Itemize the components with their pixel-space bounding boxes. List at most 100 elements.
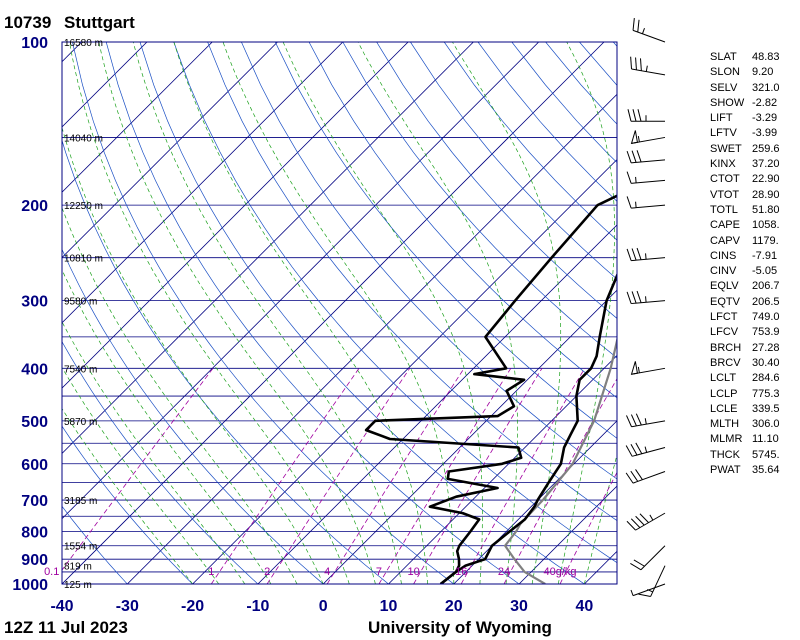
barb-half-flag — [630, 589, 634, 596]
moist-adiabat — [62, 126, 324, 584]
index-value: 48.83 — [752, 51, 780, 63]
mixing-ratio-line — [210, 368, 360, 584]
index-value: 11.10 — [752, 433, 779, 446]
isotherm-line — [388, 354, 617, 584]
index-key: LCLE — [710, 402, 738, 415]
dry-adiabat — [274, 42, 617, 439]
barb-flag — [626, 171, 632, 184]
barb-half-flag — [645, 65, 648, 72]
barb-staff — [632, 447, 666, 457]
mixing-ratio-label: 10 — [408, 566, 420, 578]
barb-flag — [639, 58, 642, 71]
wind-barb — [630, 56, 666, 76]
barb-flag — [636, 290, 642, 303]
dry-adiabat — [410, 42, 617, 280]
dry-adiabat — [62, 505, 128, 584]
index-value: 259.6 — [752, 142, 780, 155]
barb-flag — [626, 248, 632, 261]
barb-flag — [635, 413, 642, 426]
index-key: LIFT — [710, 112, 733, 125]
barb-flag — [638, 593, 651, 597]
pressure-tick-label: 400 — [21, 361, 48, 378]
index-key: EQLV — [710, 280, 739, 293]
barb-pennant — [630, 130, 639, 144]
barb-flag — [636, 150, 642, 163]
index-value: 753.9 — [752, 326, 780, 339]
barb-flag — [625, 445, 633, 457]
barb-flag — [630, 470, 639, 482]
barb-staff — [632, 471, 666, 484]
barb-staff — [631, 300, 666, 305]
mixing-ratio-line — [460, 368, 586, 584]
index-value: 9.20 — [752, 66, 774, 79]
barb-half-flag — [637, 135, 640, 143]
index-key: CINV — [710, 265, 737, 278]
wind-barb — [627, 109, 665, 122]
index-key: KINX — [710, 158, 736, 171]
barb-flag — [631, 150, 637, 163]
source-label: University of Wyoming — [368, 618, 552, 637]
wind-barb — [632, 18, 666, 43]
index-row: SLAT 48.83 — [710, 50, 800, 65]
index-key: CAPE — [710, 219, 740, 232]
index-key: BRCV — [710, 356, 741, 369]
index-value: 37.20 — [752, 158, 780, 171]
moist-adiabat — [173, 42, 428, 584]
barb-staff — [631, 257, 666, 262]
isotherm-line — [62, 42, 278, 259]
index-value: 28.90 — [752, 188, 780, 201]
height-label: 12250 m — [64, 201, 103, 212]
index-value: 1058. — [752, 219, 780, 232]
height-label: 5870 m — [64, 417, 97, 428]
index-row: MLTH 306.0 — [710, 417, 800, 432]
barb-staff — [631, 159, 666, 164]
barb-flag — [635, 442, 643, 454]
index-key: SLAT — [710, 51, 737, 63]
index-row: SHOW -2.82 — [710, 96, 800, 111]
index-value: -5.05 — [752, 265, 778, 278]
isotherm-line — [257, 224, 617, 584]
dry-adiabat — [376, 42, 617, 319]
index-value: 284.6 — [752, 372, 780, 385]
index-row: TOTL 51.80 — [710, 203, 800, 218]
index-key: LCLP — [710, 387, 738, 400]
wind-barb — [626, 413, 666, 428]
moist-adiabat — [62, 321, 246, 584]
mixing-ratio-label: 2 — [264, 566, 270, 578]
index-key: TOTL — [710, 203, 738, 216]
pressure-tick-label: 1000 — [12, 577, 48, 594]
index-value: 321.0 — [752, 81, 780, 94]
barb-half-flag — [644, 446, 648, 453]
index-row: KINX 37.20 — [710, 157, 800, 172]
wind-barb — [626, 512, 666, 531]
index-value: 1179. — [752, 234, 779, 247]
moist-adiabat — [62, 269, 272, 584]
index-row: LCLP 775.3 — [710, 387, 800, 402]
barb-staff — [635, 512, 666, 531]
moist-adiabat — [98, 42, 376, 584]
mixing-ratio-line — [559, 471, 617, 584]
index-row: CAPE 1058. — [710, 218, 800, 233]
mixing-ratio-label: 0.1 — [44, 566, 59, 578]
dry-adiabat — [105, 42, 520, 584]
wind-barb — [626, 171, 666, 184]
index-value: 306.0 — [752, 418, 780, 431]
dry-adiabat — [62, 139, 389, 584]
barb-staff — [640, 545, 666, 571]
index-value: 30.40 — [752, 356, 780, 369]
height-label: 9580 m — [64, 297, 97, 308]
dry-adiabat — [173, 42, 617, 564]
barb-flag — [631, 291, 637, 304]
barb-half-flag — [645, 253, 647, 260]
isotherm-line — [62, 42, 344, 324]
index-row: PWAT 35.64 — [710, 463, 800, 478]
wind-barb — [625, 469, 666, 484]
index-value: -3.29 — [752, 112, 778, 125]
dry-adiabat — [342, 42, 617, 359]
time-label: 12Z 11 Jul 2023 — [4, 618, 128, 637]
moist-adiabat — [132, 42, 402, 584]
index-value: 206.7 — [752, 280, 780, 293]
mixing-ratio-line — [413, 368, 543, 584]
pressure-tick-label: 300 — [21, 294, 48, 311]
index-value: 775.3 — [752, 387, 780, 400]
